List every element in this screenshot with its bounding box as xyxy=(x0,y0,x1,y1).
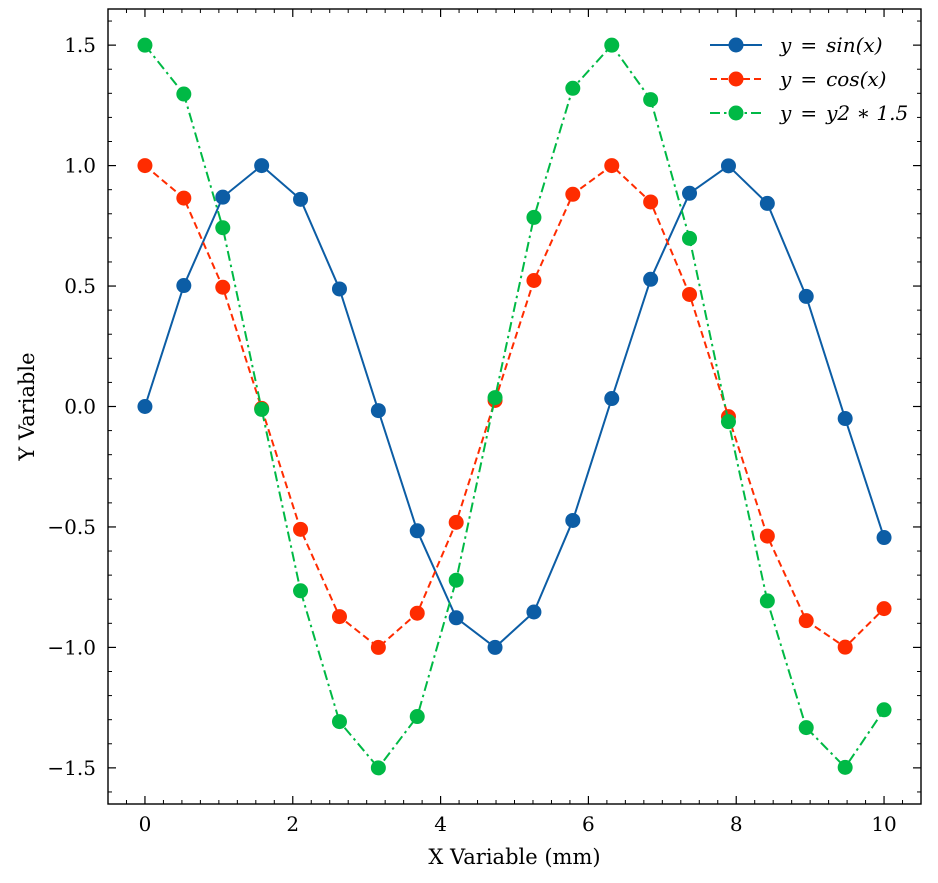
series-1-point xyxy=(448,514,464,530)
series-2-point xyxy=(798,720,814,736)
series-1-point xyxy=(176,190,192,206)
series-1-point xyxy=(526,273,542,288)
legend: y = sin(x) y = cos(x) y = y2 ∗ 1.5 xyxy=(710,33,908,125)
x-tick-label: 10 xyxy=(871,812,896,836)
series-2-point xyxy=(759,593,775,609)
series-0-point xyxy=(293,191,309,207)
x-tick-label: 8 xyxy=(730,812,743,836)
series-2-point xyxy=(837,759,853,775)
x-tick-label: 0 xyxy=(139,812,152,836)
series-0-point xyxy=(215,189,231,205)
legend-marker xyxy=(728,37,744,53)
legend-entry: y = y2 ∗ 1.5 xyxy=(710,101,908,125)
series-1-point xyxy=(837,639,853,655)
series-0-point xyxy=(837,411,853,427)
x-tick-label: 4 xyxy=(434,812,447,836)
series-1-point xyxy=(409,605,425,621)
series-2-point xyxy=(215,220,231,236)
legend-marker xyxy=(728,105,744,121)
series-2-point xyxy=(293,583,309,599)
series-0-point xyxy=(409,523,425,539)
series-2-point xyxy=(331,714,347,730)
y-tick-label: −1.5 xyxy=(47,756,96,780)
series-0-point xyxy=(487,639,503,655)
series-1-point xyxy=(798,613,814,629)
series-2 xyxy=(137,37,892,776)
series-1-point xyxy=(759,528,775,544)
series-1-point xyxy=(215,279,231,295)
series-1-point xyxy=(370,639,386,655)
series-0-point xyxy=(876,530,892,546)
legend-label: y = sin(x) xyxy=(779,33,883,57)
series-1-point xyxy=(565,186,581,202)
series-2-point xyxy=(643,92,659,108)
axis-ticks: 0 2 4 6 8 10 −1.5 −1.0 −0.5 0.0 0.5 1.0 1.5 xyxy=(47,9,921,836)
y-tick-label: −1.0 xyxy=(47,635,96,659)
series-0-point xyxy=(254,158,270,174)
series-0-point xyxy=(759,195,775,211)
series-0-line xyxy=(143,164,886,649)
plot-series xyxy=(137,37,892,776)
series-1-point xyxy=(682,286,698,302)
y-tick-label: 0.5 xyxy=(64,274,96,298)
series-0-point xyxy=(370,403,386,419)
series-0-point xyxy=(526,604,542,620)
series-2-point xyxy=(137,37,153,53)
legend-entry: y = cos(x) xyxy=(710,67,886,91)
series-2-point xyxy=(876,702,892,718)
series-2-point xyxy=(720,414,736,430)
series-0-point xyxy=(137,399,153,414)
series-2-point xyxy=(176,86,192,102)
series-0-point xyxy=(565,512,581,528)
series-2-point xyxy=(370,760,386,776)
legend-entry: y = sin(x) xyxy=(710,33,883,57)
series-2-point xyxy=(682,230,698,246)
series-0 xyxy=(137,158,892,655)
series-0-point xyxy=(798,288,814,304)
y-tick-label: 0.0 xyxy=(64,395,96,419)
series-1-point xyxy=(137,158,153,174)
y-tick-label: 1.5 xyxy=(64,33,96,57)
series-2-point xyxy=(254,401,270,417)
y-axis-label: Y Variable xyxy=(15,352,39,461)
series-2-point xyxy=(448,572,464,588)
series-0-point xyxy=(643,271,659,287)
legend-label: y = y2 ∗ 1.5 xyxy=(779,101,908,125)
series-0-point xyxy=(331,281,347,297)
legend-marker xyxy=(728,71,744,87)
series-1-point xyxy=(643,194,659,210)
series-1-point xyxy=(331,609,347,625)
series-2-point xyxy=(526,209,542,225)
legend-label: y = cos(x) xyxy=(779,67,886,91)
series-1-point xyxy=(604,158,620,174)
series-2-point xyxy=(487,390,503,406)
series-1-point xyxy=(876,601,892,617)
series-0-point xyxy=(176,278,192,294)
y-tick-label: −0.5 xyxy=(47,515,96,539)
series-0-point xyxy=(682,185,698,201)
y-tick-label: 1.0 xyxy=(64,154,96,178)
series-0-point xyxy=(448,610,464,626)
series-2-point xyxy=(565,80,581,96)
series-1-point xyxy=(293,521,309,537)
x-tick-label: 6 xyxy=(582,812,595,836)
series-0-point xyxy=(604,391,620,407)
x-tick-label: 2 xyxy=(286,812,299,836)
series-2-point xyxy=(604,37,620,53)
series-0-point xyxy=(720,158,736,174)
series-2-point xyxy=(409,709,425,725)
series-2-line xyxy=(144,44,885,769)
x-axis-label: X Variable (mm) xyxy=(428,845,600,869)
